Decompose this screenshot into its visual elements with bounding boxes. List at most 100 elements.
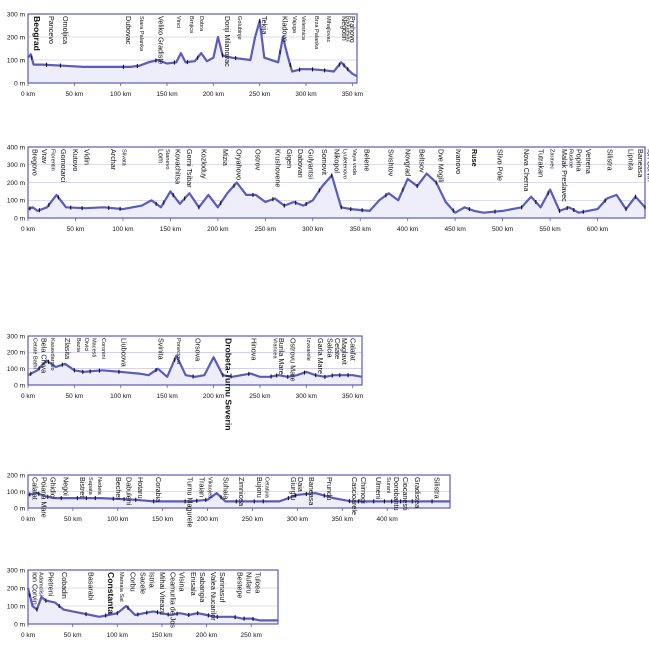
place-label: Mamaia Sat xyxy=(118,572,124,602)
x-tick-label: 50 km xyxy=(66,393,84,400)
place-label: Sacele xyxy=(138,572,147,594)
x-tick-label: 50 km xyxy=(64,516,82,523)
place-label: Svishtov xyxy=(386,149,395,177)
place-label: Cobadin xyxy=(60,572,69,599)
place-label: Sabangia xyxy=(198,572,207,602)
place-label: Zlasita xyxy=(63,338,72,359)
y-tick-label: 300 m xyxy=(7,567,25,574)
place-label: Stanevo xyxy=(164,149,170,170)
y-tick-label: 0 m xyxy=(14,382,25,389)
place-label: Basarabi xyxy=(87,572,96,601)
y-tick-label: 100 m xyxy=(7,198,25,205)
place-label: Ceamurlia de Jos xyxy=(169,572,178,628)
x-tick-label: 200 km xyxy=(207,226,228,233)
place-label: Cetate xyxy=(333,338,342,359)
place-label: Dabuleni xyxy=(125,477,134,506)
x-tick-label: 250 km xyxy=(241,632,262,639)
y-tick-label: 0 m xyxy=(14,505,25,512)
place-label: Corbu xyxy=(129,572,138,592)
place-label: Istria xyxy=(147,572,156,588)
y-tick-label: 100 m xyxy=(7,489,25,496)
place-label: Nufaru xyxy=(245,572,254,594)
x-tick-label: 200 km xyxy=(197,516,218,523)
place-label: Slivo Pole xyxy=(496,149,505,181)
place-label: Sarinasuf xyxy=(218,572,227,602)
x-tick-label: 400 km xyxy=(376,516,397,523)
y-tick-label: 100 m xyxy=(7,57,25,64)
place-label: Garla Mare xyxy=(316,338,325,374)
y-tick-label: 0 m xyxy=(14,621,25,628)
x-tick-label: 100 km xyxy=(110,91,131,98)
place-label: Ruse xyxy=(470,149,479,167)
place-label: Prahovo xyxy=(348,16,357,43)
x-tick-label: 0 km xyxy=(21,91,35,98)
place-label: Ciocanesti xyxy=(401,477,410,511)
place-label: Liubcova xyxy=(119,338,128,367)
place-label: Macesti xyxy=(91,338,97,357)
place-label: Visina xyxy=(178,572,187,591)
plot-frame xyxy=(27,146,646,219)
place-label: Ostrovu Mare xyxy=(288,338,297,382)
place-label: Vrancea xyxy=(272,338,278,360)
place-label: Kladovo xyxy=(281,16,290,42)
place-label: Vaya voda xyxy=(351,149,357,176)
place-label: Negotin xyxy=(340,16,349,41)
place-label: Omoljica xyxy=(61,16,70,44)
place-label: Salcia xyxy=(325,338,334,358)
x-tick-label: 50 km xyxy=(67,226,85,233)
place-label: Nedeia xyxy=(96,477,102,496)
x-tick-label: 300 km xyxy=(296,393,317,400)
place-label: Calafat xyxy=(30,477,39,500)
place-label: Sapata xyxy=(87,477,93,496)
x-tick-label: 200 km xyxy=(203,91,224,98)
place-label: Surani xyxy=(385,477,391,493)
place-label: Mihai Viteazu xyxy=(158,572,167,615)
place-label: Velesnica xyxy=(300,16,306,41)
place-label: Kovachitsa xyxy=(174,149,183,184)
place-label: Kasavdarovo xyxy=(49,338,55,371)
place-label: Tulcea xyxy=(254,572,263,593)
place-label: Poneciova xyxy=(175,338,181,365)
place-label: Hinova xyxy=(249,338,258,360)
place-label: Negoi xyxy=(62,477,71,496)
place-label: Gradistea xyxy=(413,477,422,508)
place-label: Mizia xyxy=(221,149,230,166)
x-tick-label: 100 km xyxy=(110,393,131,400)
place-label: Divici xyxy=(83,338,89,351)
x-tick-label: 300 km xyxy=(295,91,316,98)
place-label: Turnu Magurele xyxy=(186,477,195,527)
place-label: Novgrad xyxy=(403,149,412,176)
place-label: Kutovo xyxy=(71,149,80,171)
y-tick-label: 0 m xyxy=(14,215,25,222)
place-label: Suhaia xyxy=(222,477,231,499)
place-label: Bela Crkva xyxy=(40,338,49,373)
place-label: Radujevac xyxy=(345,16,351,43)
x-tick-label: 600 km xyxy=(587,226,608,233)
x-tick-label: 250 km xyxy=(255,226,276,233)
place-label: Corabia xyxy=(154,477,163,502)
place-label: Bistret xyxy=(78,477,87,497)
place-label: Ion Corvin xyxy=(30,572,39,605)
place-label: Dubovac xyxy=(124,16,133,45)
profile-line xyxy=(26,587,278,622)
place-label: Pancevo xyxy=(47,16,56,44)
place-label: Vetrena xyxy=(584,149,593,174)
plot-frame xyxy=(27,474,451,509)
place-label: Baneasa xyxy=(307,477,316,505)
place-label: Orsova xyxy=(194,338,203,361)
place-label: Ostrov xyxy=(254,149,263,171)
place-label: Giurgiu xyxy=(289,477,298,500)
place-label: Beograd xyxy=(32,16,42,51)
profile-4: 0 m 100 m 200 m 0 km 50 km 100 km 150 km 200 km… xyxy=(7,472,451,527)
place-label: Lipnita xyxy=(627,149,636,170)
x-tick-label: 250 km xyxy=(249,91,270,98)
place-label: Prundu xyxy=(325,477,334,500)
place-label: Vinci xyxy=(175,16,181,28)
place-label: Gorni Tsibar xyxy=(185,149,194,188)
profile-line xyxy=(27,354,363,378)
profile-area xyxy=(28,355,362,385)
place-label: Zimnicea xyxy=(237,477,246,506)
place-label: Tutrakan xyxy=(536,149,545,177)
x-tick-label: 450 km xyxy=(444,226,465,233)
